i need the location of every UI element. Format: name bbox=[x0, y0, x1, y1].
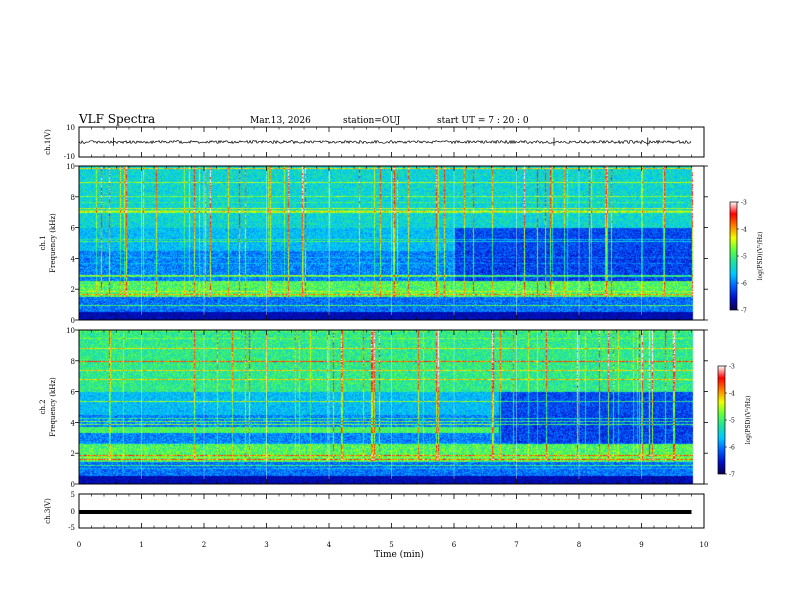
ch2-spectrogram-ytick-label: 6 bbox=[71, 389, 76, 397]
ch1-colorbar-ticks: -3 -4 -5 -6 -7 bbox=[737, 200, 747, 315]
ch1-colorbar-label: log(PSD)(V²/Hz) bbox=[757, 232, 764, 281]
ch1-spectrogram-ytick-label: 8 bbox=[71, 194, 75, 202]
ch1-colorbar bbox=[729, 201, 738, 311]
ch2-colorbar-tick-label: -7 bbox=[729, 472, 735, 479]
figure-title: VLF Spectra bbox=[78, 112, 155, 126]
ch3-waveform-ylabel: ch.3(V) bbox=[44, 498, 52, 524]
ch1-frequency-ylabel: Frequency (kHz) bbox=[49, 213, 57, 273]
ch3-ytick-top: 5 bbox=[71, 491, 75, 499]
ch2-channel-label: ch.2 bbox=[39, 399, 47, 414]
ch3-waveform-panel: 5 0 -5 ch.3(V) bbox=[44, 491, 705, 532]
ch2-colorbar-tick-label: -6 bbox=[729, 445, 735, 452]
ch2-colorbar bbox=[717, 365, 726, 475]
ch1-colorbar-tick-label: -6 bbox=[741, 281, 747, 288]
ch1-colorbar-tick-label: -4 bbox=[741, 227, 747, 234]
ch1-colorbar-tick-label: -5 bbox=[741, 254, 747, 261]
ch1-spectrogram-ytick-label: 4 bbox=[71, 255, 76, 263]
ch2-colorbar-tick-label: -3 bbox=[729, 364, 735, 371]
ch1-spectrogram-ytick-label: 0 bbox=[71, 317, 75, 325]
ch1-ytick-bottom: -10 bbox=[64, 153, 75, 161]
ch3-ytick-bottom: -5 bbox=[68, 524, 75, 532]
time-axis-label: Time (min) bbox=[374, 549, 424, 560]
ch2-spectrogram-ytick-label: 10 bbox=[66, 327, 75, 335]
time-tick-label: 7 bbox=[514, 541, 518, 549]
ch3-ytick-mid: 0 bbox=[71, 508, 75, 516]
time-tick-label: 5 bbox=[389, 541, 393, 549]
ch1-ytick-top: 10 bbox=[66, 124, 75, 132]
ch2-spectrogram-ytick-label: 4 bbox=[71, 419, 76, 427]
ch1-channel-label: ch.1 bbox=[39, 235, 47, 250]
ch1-waveform-trace bbox=[78, 139, 692, 145]
ch2-colorbar-tick-label: -4 bbox=[729, 391, 735, 398]
ch2-colorbar-label: log(PSD)(V²/Hz) bbox=[745, 396, 752, 445]
time-gridlines bbox=[141, 166, 642, 484]
ch3-waveform-trace bbox=[79, 510, 692, 514]
time-tick-label: 2 bbox=[202, 541, 206, 549]
time-tick-label: 6 bbox=[452, 541, 457, 549]
ch2-colorbar-ticks: -3 -4 -5 -6 -7 bbox=[725, 364, 735, 479]
time-axis-ticks: 0 1 2 3 4 5 6 7 8 9 10 bbox=[77, 127, 709, 549]
date-label: Mar.13, 2026 bbox=[250, 116, 311, 126]
time-tick-label: 10 bbox=[700, 541, 709, 549]
ch2-colorbar-tick-label: -5 bbox=[729, 418, 735, 425]
time-tick-label: 4 bbox=[327, 541, 332, 549]
ch1-spectrogram-ytick-label: 10 bbox=[66, 163, 75, 171]
ch1-spectrogram-yticks: 0 2 4 6 8 10 bbox=[66, 163, 708, 325]
ch1-spectrogram-ytick-label: 2 bbox=[71, 286, 75, 294]
time-tick-label: 3 bbox=[264, 541, 268, 549]
time-tick-label: 0 bbox=[77, 541, 81, 549]
ch2-spectrogram-yticks: 0 2 4 6 8 10 bbox=[66, 327, 708, 489]
time-tick-label: 8 bbox=[577, 541, 581, 549]
ch2-spectrogram-ytick-label: 2 bbox=[71, 450, 75, 458]
start-ut-label: start UT = 7 : 20 : 0 bbox=[437, 116, 529, 126]
ch1-waveform-ylabel: ch.1(V) bbox=[44, 129, 52, 155]
time-tick-label: 9 bbox=[639, 541, 643, 549]
ch1-colorbar-tick-label: -3 bbox=[741, 200, 747, 207]
ch2-spectrogram-ytick-label: 0 bbox=[71, 481, 75, 489]
ch2-frequency-ylabel: Frequency (kHz) bbox=[49, 377, 57, 437]
ch1-colorbar-tick-label: -7 bbox=[741, 308, 747, 315]
ch1-waveform-panel: 10 -10 ch.1(V) bbox=[44, 124, 705, 161]
time-tick-label: 1 bbox=[139, 541, 143, 549]
station-label: station=OUJ bbox=[343, 116, 401, 126]
ch2-spectrogram-ytick-label: 8 bbox=[71, 358, 75, 366]
ch1-spectrogram-ytick-label: 6 bbox=[71, 225, 76, 233]
